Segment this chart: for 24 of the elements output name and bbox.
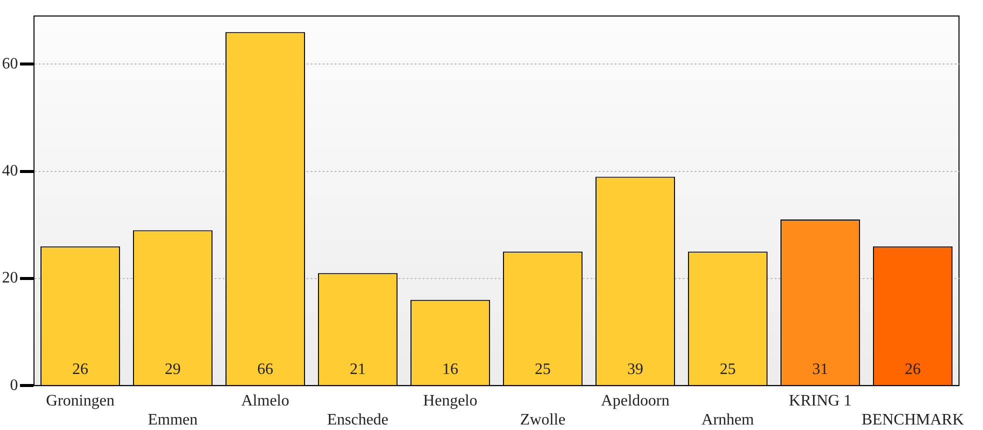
data-label: 25 [534,360,551,378]
data-label: 29 [164,360,181,378]
data-label: 16 [442,360,458,378]
x-tick-label: Zwolle [520,412,566,429]
data-label: 66 [257,360,274,378]
x-tick-label: Arnhem [702,412,755,429]
x-tick-label: BENCHMARK [862,412,964,429]
x-tick-label: Hengelo [423,392,478,410]
y-tick-label: 40 [2,162,18,180]
data-label: 21 [350,360,366,378]
data-label: 25 [720,360,736,378]
x-tick-label: Enschede [327,412,388,429]
data-label: 26 [904,360,921,378]
y-tick-label: 60 [2,55,18,72]
x-tick-label: KRING 1 [788,392,852,410]
x-tick-label: Apeldoorn [601,392,670,410]
y-tick-label: 0 [10,376,18,394]
y-tick-label: 20 [2,270,18,287]
x-tick-label: Almelo [241,392,290,410]
data-label: 26 [72,360,88,378]
data-label: 31 [812,360,828,378]
x-tick-label: Groningen [46,392,114,410]
data-label: 39 [627,360,644,378]
x-tick-label: Emmen [148,412,198,429]
